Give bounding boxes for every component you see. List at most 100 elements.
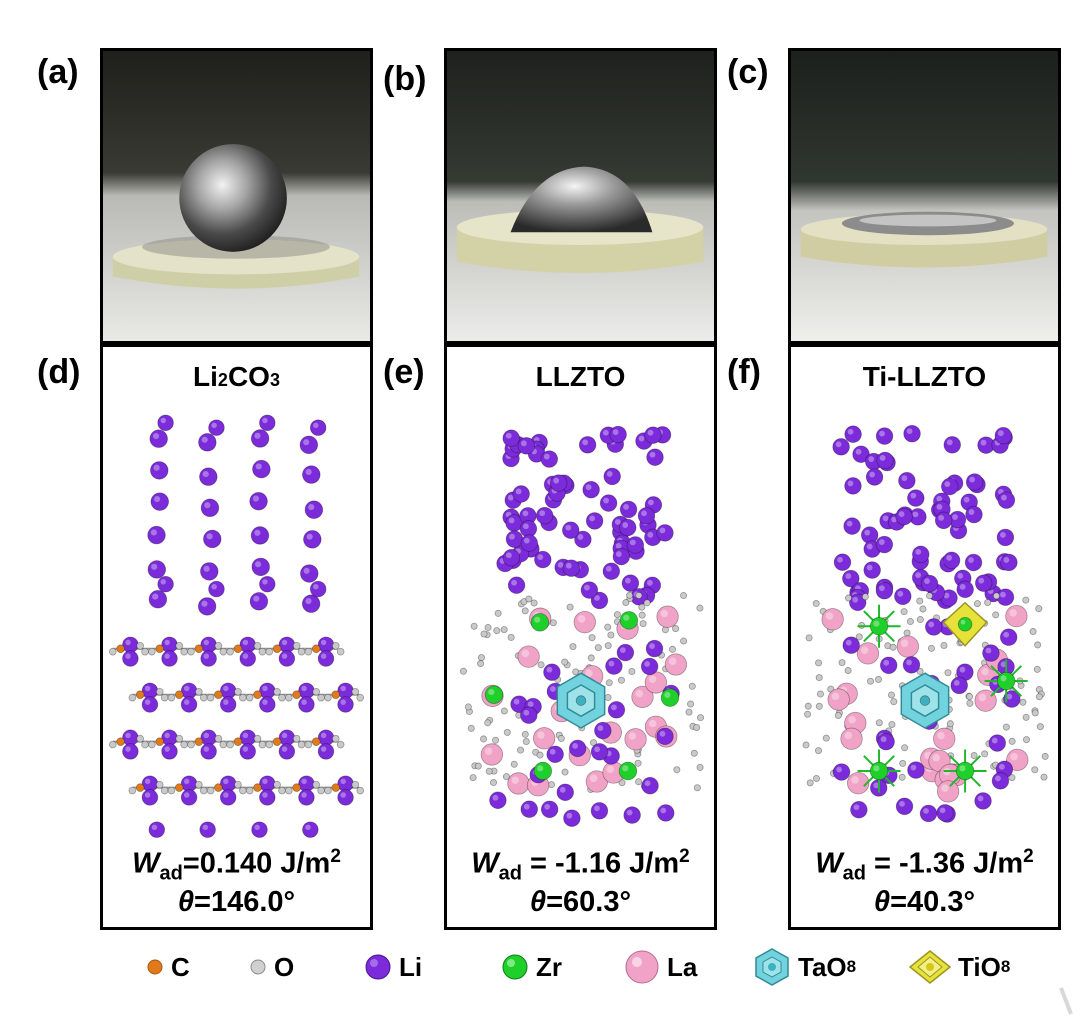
oxygen-atom — [312, 780, 321, 789]
lithium-atom — [562, 559, 581, 577]
lithium-atom — [641, 777, 659, 795]
structure-title-f: Ti-LLZTO — [862, 361, 987, 392]
photo-b-droplet-on-llzto — [444, 48, 717, 344]
lithium-atom-highlight — [301, 685, 307, 692]
lithium-atom — [590, 591, 609, 610]
lithium-atom — [964, 553, 983, 572]
lithium-atom — [147, 525, 166, 545]
lithium-atom — [849, 593, 867, 611]
lanthanum-atom-highlight — [577, 615, 586, 623]
atom-legend: C O Li Zr La TaO 8 TiO 8 — [130, 945, 1050, 989]
lithium-atom-highlight — [281, 732, 288, 739]
lithium-atom-highlight — [845, 639, 852, 646]
lithium-atom-highlight — [1000, 532, 1006, 538]
oxygen-atom — [925, 592, 934, 600]
carbon-atom — [292, 690, 301, 700]
lithium-atom-highlight — [953, 680, 960, 686]
work-of-adhesion-f: Wad = -1.36 J/m2 — [815, 845, 1034, 884]
oxygen-atom — [693, 723, 701, 731]
lanthanum-atom-highlight — [521, 649, 530, 658]
legend-item-tao8: TaO 8 — [752, 945, 856, 989]
lithium-atom — [842, 636, 860, 654]
lithium-atom-highlight — [340, 778, 346, 785]
oxygen-atom — [643, 599, 651, 607]
lithium-atom — [965, 473, 984, 491]
oxygen-atom — [297, 647, 306, 656]
oxygen-atom — [214, 734, 223, 743]
lithium-atom — [489, 791, 507, 809]
oxygen-atom — [331, 734, 340, 743]
lanthanum-atom-highlight — [851, 776, 859, 784]
lithium-atom — [832, 438, 850, 456]
oxygen-atom — [474, 762, 482, 770]
lithium-atom — [863, 561, 881, 579]
lithium-atom-highlight — [944, 481, 951, 488]
oxygen-atom — [128, 786, 137, 795]
oxygen-atom — [187, 740, 195, 749]
lithium-atom-highlight — [160, 417, 166, 424]
lithium-atom — [203, 529, 222, 549]
lanthanum-atom — [821, 608, 844, 631]
oxygen-atom — [331, 641, 340, 650]
zirconium-atom-highlight — [959, 765, 966, 772]
carbon-atom — [214, 690, 223, 700]
lithium-atom-highlight — [511, 579, 517, 586]
oxygen-atom — [628, 668, 636, 676]
lithium-atom-highlight — [649, 643, 655, 649]
panel-label-e: (e) — [383, 353, 425, 391]
legend-item-zr: Zr — [500, 945, 562, 989]
oxygen-atom — [1008, 774, 1016, 782]
lithium-atom-highlight — [151, 563, 158, 570]
lithium-atom-highlight — [523, 709, 530, 716]
oxygen-atom — [604, 623, 612, 631]
lithium-atom-highlight — [623, 504, 629, 510]
oxygen-atom — [900, 608, 908, 616]
lithium-atom-highlight — [183, 685, 190, 692]
lithium-atom — [603, 467, 621, 486]
oxygen-atom — [992, 611, 1000, 619]
lithium-atom — [903, 424, 921, 443]
oxygen-atom — [888, 720, 896, 729]
lanthanum-atom-highlight — [937, 731, 945, 740]
panel-label-b: (b) — [383, 60, 427, 98]
oxygen-atom — [199, 693, 208, 702]
oxygen-atom — [889, 643, 897, 651]
oxygen-atom — [1035, 605, 1043, 613]
lithium-atom-highlight — [154, 495, 161, 503]
oxygen-atom — [477, 660, 485, 668]
zirconium-atom-highlight — [873, 620, 880, 627]
lithium-atom-highlight — [523, 537, 530, 544]
lithium-atom — [149, 429, 168, 448]
lithium-atom — [844, 477, 862, 495]
oxygen-atom — [492, 736, 500, 744]
lanthanum-atom-highlight — [900, 639, 909, 648]
oxygen-atom — [874, 675, 883, 683]
lithium-atom-highlight — [585, 484, 592, 491]
oxygen-atom — [136, 734, 144, 743]
carbon-atom — [116, 737, 125, 746]
zirconium-atom — [618, 761, 638, 781]
lithium-atom-highlight — [211, 583, 217, 590]
lithium-atom — [996, 528, 1015, 547]
lithium-atom-highlight — [969, 476, 976, 483]
lithium-atom — [942, 551, 961, 570]
carbon-atom — [174, 690, 184, 700]
lithium-atom-highlight — [144, 685, 151, 692]
lanthanum-atom — [517, 645, 540, 668]
oxygen-atom — [167, 786, 176, 795]
lithium-atom — [337, 696, 354, 713]
oxygen-atom — [687, 700, 695, 708]
lithium-atom-highlight — [340, 699, 346, 705]
lithium-atom — [200, 498, 220, 518]
lithium-atom — [609, 425, 627, 444]
oxygen-atom — [292, 734, 301, 743]
lithium-atom — [894, 587, 912, 606]
lithium-atom — [991, 772, 1010, 790]
lithium-atom — [298, 696, 315, 713]
lithium-atom-highlight — [977, 795, 984, 802]
oxygen-atom — [589, 739, 598, 747]
lanthanum-atom — [573, 611, 596, 634]
lithium-atom-highlight — [507, 494, 514, 501]
lithium-atom-highlight — [211, 422, 217, 429]
carbon-atom — [214, 783, 223, 792]
